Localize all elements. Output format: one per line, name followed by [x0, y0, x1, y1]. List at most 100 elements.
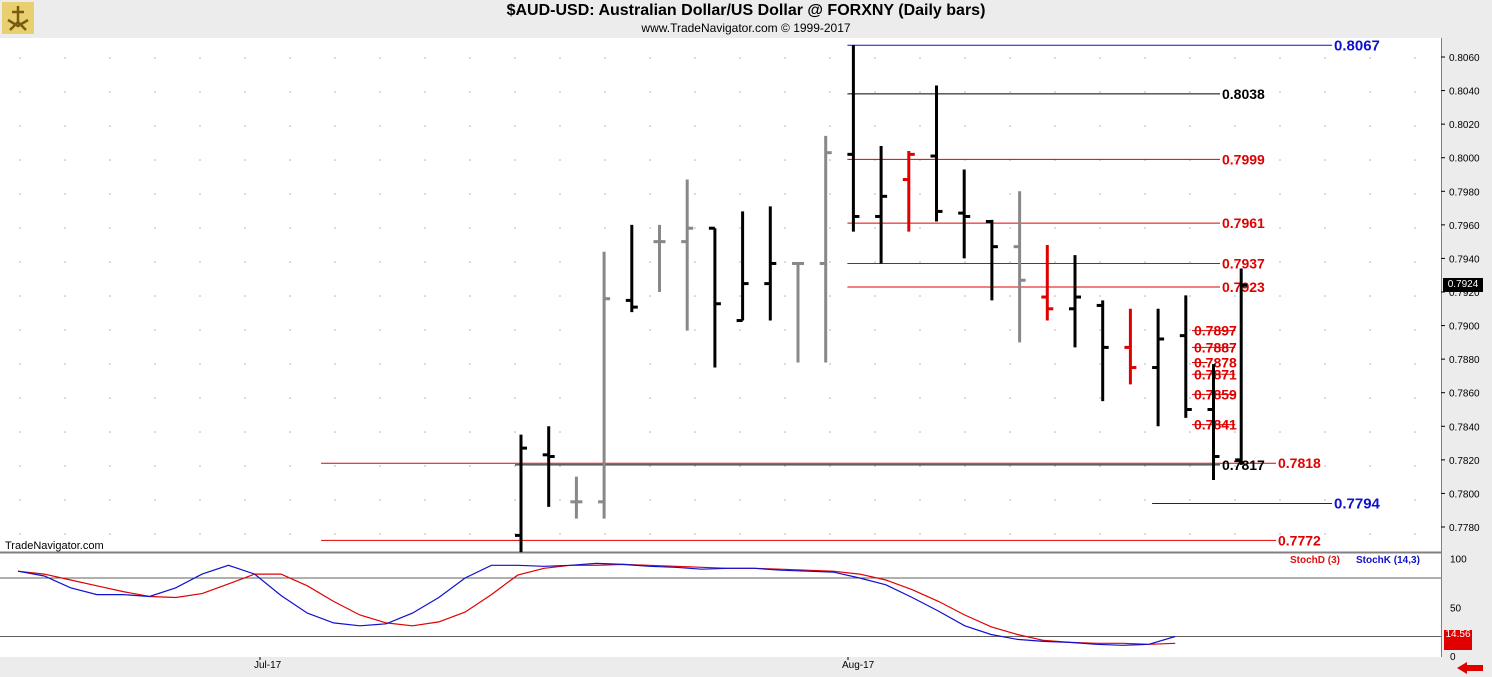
grid-dot [1324, 329, 1326, 331]
stoch-series-line [17, 562, 1176, 646]
grid-dot [784, 57, 786, 59]
grid-dot [559, 295, 561, 297]
ohlc-bar [625, 224, 638, 313]
grid-dot [1099, 193, 1101, 195]
grid-dot [784, 397, 786, 399]
grid-dot [739, 363, 741, 365]
grid-dot [1324, 57, 1326, 59]
grid-dot [469, 227, 471, 229]
grid-dot [199, 329, 201, 331]
grid-dot [1369, 295, 1371, 297]
ohlc-bar [875, 145, 888, 264]
price-chart[interactable]: 0.8060 0.8040 0.8020 0.8000 0.7980 0.7960 0.79… [0, 38, 1492, 677]
grid-dot [289, 329, 291, 331]
grid-dot [289, 295, 291, 297]
grid-dot [1189, 363, 1191, 365]
level-label: 0.7794 [1334, 496, 1381, 513]
grid-dot [649, 193, 651, 195]
grid-dot [244, 499, 246, 501]
ohlc-bar [515, 434, 527, 553]
grid-dot [1234, 465, 1236, 467]
grid-dot [1054, 91, 1056, 93]
grid-dot [469, 295, 471, 297]
ohlc-bar [1041, 245, 1054, 321]
grid-dot [1369, 57, 1371, 59]
grid-dot [874, 91, 876, 93]
grid-dot [154, 91, 156, 93]
grid-dot [424, 431, 426, 433]
grid-dot [424, 397, 426, 399]
grid-dot [334, 193, 336, 195]
grid-dot [1099, 91, 1101, 93]
grid-dot [379, 125, 381, 127]
grid-dot [559, 465, 561, 467]
grid-dot [64, 431, 66, 433]
grid-dot [469, 57, 471, 59]
grid-dot [559, 397, 561, 399]
grid-dot [469, 261, 471, 263]
grid-dot [604, 533, 606, 535]
grid-dot [1009, 431, 1011, 433]
grid-dot [19, 363, 21, 365]
grid-dot [19, 295, 21, 297]
grid-dot [874, 499, 876, 501]
grid-dot [334, 125, 336, 127]
grid-dot [424, 363, 426, 365]
ohlc-bar [1124, 308, 1137, 385]
y-tick-label: 0.7820 [1449, 456, 1480, 467]
grid-dot [559, 363, 561, 365]
grid-dot [289, 397, 291, 399]
grid-dot [1099, 465, 1101, 467]
grid-dot [289, 159, 291, 161]
stoch-tick-label: 0 [1450, 652, 1456, 663]
grid-dot [1189, 533, 1191, 535]
grid-dot [424, 227, 426, 229]
scroll-left-arrow-icon[interactable] [1455, 661, 1485, 675]
grid-dot [739, 397, 741, 399]
grid-dot [694, 499, 696, 501]
grid-dot [1054, 261, 1056, 263]
grid-dot [784, 227, 786, 229]
ohlc-bar [958, 169, 971, 259]
y-axis-panel [1441, 38, 1492, 677]
ohlc-bar [985, 219, 998, 301]
grid-dot [739, 465, 741, 467]
grid-dot [694, 125, 696, 127]
grid-dot [199, 91, 201, 93]
grid-dot [1369, 363, 1371, 365]
grid-dot [334, 499, 336, 501]
legend-stochd: StochD (3) [1290, 555, 1340, 566]
grid-dot [1189, 125, 1191, 127]
grid-dot [154, 363, 156, 365]
grid-dot [199, 261, 201, 263]
grid-dot [1234, 57, 1236, 59]
grid-dot [154, 261, 156, 263]
grid-dot [1009, 227, 1011, 229]
grid-dot [1054, 363, 1056, 365]
grid-dot [604, 227, 606, 229]
grid-dot [1279, 499, 1281, 501]
grid-dot [244, 57, 246, 59]
grid-dot [1414, 499, 1416, 501]
x-label-aug: Aug-17 [842, 660, 875, 671]
ohlc-bar [570, 476, 583, 519]
grid-dot [739, 91, 741, 93]
grid-dots [19, 57, 1416, 535]
grid-dot [64, 261, 66, 263]
grid-dot [244, 465, 246, 467]
grid-dot [289, 431, 291, 433]
grid-dot [829, 193, 831, 195]
grid-dot [919, 329, 921, 331]
grid-dot [64, 125, 66, 127]
grid-dot [1144, 329, 1146, 331]
grid-dot [919, 193, 921, 195]
grid-dot [424, 533, 426, 535]
grid-dot [64, 329, 66, 331]
grid-dot [919, 397, 921, 399]
grid-dot [1234, 499, 1236, 501]
grid-dot [784, 465, 786, 467]
grid-dot [1279, 295, 1281, 297]
grid-dot [784, 499, 786, 501]
grid-dot [1099, 499, 1101, 501]
grid-dot [1054, 397, 1056, 399]
